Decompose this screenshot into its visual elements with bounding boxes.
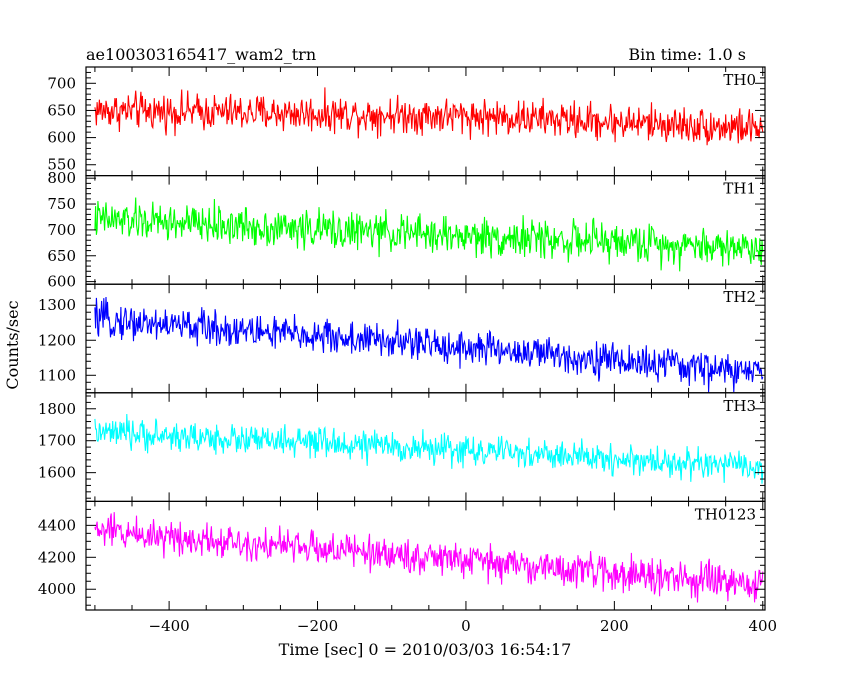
series-line-th2 xyxy=(94,296,764,393)
panel-label-th0: TH0 xyxy=(723,71,756,89)
panel-th1: 600 650 700 750 800 TH1 xyxy=(47,169,766,291)
series-line-th0123 xyxy=(94,512,764,603)
chart-title-left: ae100303165417_wam2_trn xyxy=(86,45,316,64)
series-line-th1 xyxy=(94,197,764,272)
y-tick-label: 650 xyxy=(47,247,76,265)
panel-label-th1: TH1 xyxy=(723,180,756,198)
y-tick-label: 1300 xyxy=(38,296,76,314)
chart-title-right: Bin time: 1.0 s xyxy=(628,45,746,64)
y-tick-label: 600 xyxy=(47,273,76,291)
panel-label-th2: TH2 xyxy=(723,288,756,306)
x-tick-label: 200 xyxy=(600,617,629,635)
y-tick-label: 4400 xyxy=(38,516,76,534)
y-tick-label: 1800 xyxy=(38,400,76,418)
panel-label-th0123: TH0123 xyxy=(695,505,756,523)
y-tick-label: 750 xyxy=(47,195,76,213)
y-tick-label: 700 xyxy=(47,74,76,92)
series-line-th0 xyxy=(94,87,764,146)
panel-frame xyxy=(85,500,766,611)
y-tick-label: 550 xyxy=(47,156,76,174)
y-tick-label: 1600 xyxy=(38,464,76,482)
y-tick-label: 600 xyxy=(47,129,76,147)
y-tick-label: 4200 xyxy=(38,548,76,566)
y-tick-label: 650 xyxy=(47,101,76,119)
panel-th0123: 4000 4200 4400 TH0123 xyxy=(38,500,766,611)
panels: 550 600 650 700 TH0 600 650 700 750 800 TH1 1100 120… xyxy=(38,66,766,611)
y-tick-label: 1700 xyxy=(38,432,76,450)
panel-frame xyxy=(85,175,766,285)
y-axis-label: Counts/sec xyxy=(3,300,22,389)
y-tick-label: 4000 xyxy=(38,580,76,598)
x-tick-label: 0 xyxy=(461,617,471,635)
series-line-th3 xyxy=(94,413,764,484)
x-axis-label: Time [sec] 0 = 2010/03/03 16:54:17 xyxy=(279,640,572,659)
x-tick-label: 400 xyxy=(748,617,777,635)
y-tick-label: 1100 xyxy=(38,366,76,384)
y-tick-label: 800 xyxy=(47,169,76,187)
y-tick-label: 1200 xyxy=(38,331,76,349)
y-tick-label: 700 xyxy=(47,221,76,239)
panel-label-th3: TH3 xyxy=(723,397,756,415)
panel-th2: 1100 1200 1300 TH2 xyxy=(38,283,766,394)
x-tick-label: −200 xyxy=(297,617,338,635)
x-tick-labels: −400 −200 0 200 400 xyxy=(149,617,778,635)
panel-th3: 1600 1700 1800 TH3 xyxy=(38,392,766,502)
panel-th0: 550 600 650 700 TH0 xyxy=(47,66,766,177)
x-tick-label: −400 xyxy=(149,617,190,635)
